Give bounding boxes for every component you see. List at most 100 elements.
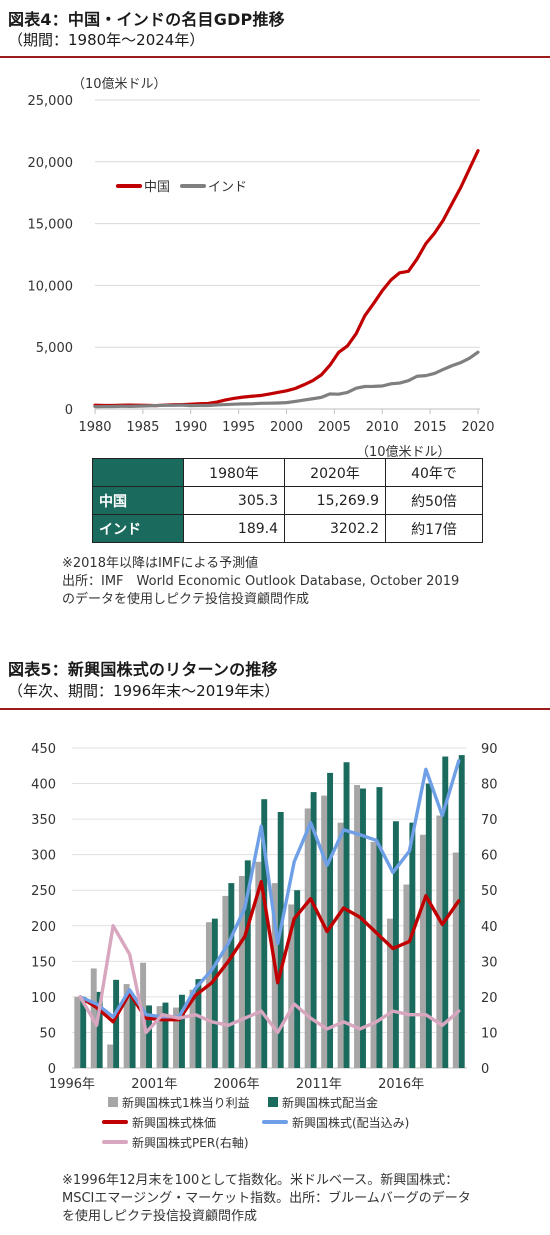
x-tick-label: 2005 xyxy=(318,420,351,435)
chart1-title: 図表4：中国・インドの名目GDP推移 xyxy=(8,10,285,29)
eps-bar xyxy=(387,918,393,1068)
y-left-tick-label: 300 xyxy=(31,849,56,864)
y-right-tick-label: 0 xyxy=(481,1062,489,1077)
dividend-bar xyxy=(113,979,120,1068)
dividend-bar xyxy=(392,821,399,1068)
eps-bar xyxy=(271,883,278,1068)
y-right-tick-label: 90 xyxy=(481,742,498,757)
y-right-tick-label: 70 xyxy=(481,813,498,828)
table-row: インド 189.4 3202.2 約17倍 xyxy=(92,514,483,543)
eps-bar xyxy=(173,1007,179,1068)
gdp-line-chart: （10億米ドル） 0 5,000 10,000 15,000 20,000 25,000 19… xyxy=(28,76,495,435)
table-cell: 305.3 xyxy=(183,486,285,515)
dividend-bar xyxy=(277,812,284,1068)
x-tick-label: 2010 xyxy=(366,420,399,435)
y-left-tick-label: 350 xyxy=(31,813,56,828)
chart2-rule xyxy=(0,708,550,710)
x-tick-label: 1995 xyxy=(222,420,255,435)
y-right-tick-label: 20 xyxy=(481,991,498,1006)
legend-swatch xyxy=(268,1097,278,1107)
dividend-bar xyxy=(376,787,383,1068)
x-tick-label: 2016年 xyxy=(378,1077,424,1092)
eps-bar xyxy=(419,834,426,1068)
dividend-bar xyxy=(129,996,136,1068)
dividend-bar xyxy=(343,762,350,1068)
eps-bar xyxy=(436,815,443,1068)
legend-label: 新興国株式株価 xyxy=(132,1115,216,1130)
y-left-tick-label: 200 xyxy=(31,920,56,935)
eps-bar xyxy=(321,795,328,1068)
dividend-bar xyxy=(80,996,87,1068)
dividend-bar xyxy=(244,860,251,1068)
table-row-label: 中国 xyxy=(92,486,184,515)
y-left-tick-label: 400 xyxy=(31,778,56,793)
chart1-notes: ※2018年以降はIMFによる予測値 出所：IMF World Economic… xyxy=(62,555,459,609)
y-left-tick-label: 50 xyxy=(39,1026,56,1041)
dividend-bar xyxy=(228,883,235,1068)
legend-label: インド xyxy=(208,180,247,195)
y-tick-label: 25,000 xyxy=(28,94,74,109)
eps-bar xyxy=(205,922,212,1068)
note-line: ※1996年12月末を100として指数化。米ドルベース。新興国株式： xyxy=(62,1173,459,1188)
y-left-tick-label: 450 xyxy=(31,742,56,757)
note-line: ※2018年以降はIMFによる予測値 xyxy=(62,556,259,571)
legend-label: 中国 xyxy=(144,180,170,195)
legend-swatch xyxy=(108,1097,118,1107)
table-header-cell: 1980年 xyxy=(183,458,285,487)
eps-bar xyxy=(156,1006,163,1068)
dividend-bar xyxy=(211,918,218,1068)
x-tick-label: 2020 xyxy=(461,420,494,435)
dividend-bar xyxy=(425,783,432,1068)
em-equity-combo-chart: 0 50 100 150 200 250 300 350 400 450 0 10 20 30 40 50 60… xyxy=(31,742,498,1150)
x-tick-label: 2006年 xyxy=(214,1077,260,1092)
note-line: を使用しピクテ投信投資顧問作成 xyxy=(62,1209,258,1224)
x-tick-label: 2015 xyxy=(414,420,447,435)
y-right-tick-label: 40 xyxy=(481,920,498,935)
dividend-bar xyxy=(360,788,366,1068)
table-cell: 189.4 xyxy=(183,514,285,543)
x-tick-label: 1996年 xyxy=(49,1077,95,1092)
dividend-bar xyxy=(178,994,185,1068)
chart1-rule xyxy=(0,56,550,58)
eps-bar xyxy=(189,989,196,1068)
y-tick-label: 15,000 xyxy=(28,218,74,233)
eps-bar xyxy=(74,996,81,1068)
eps-bar xyxy=(107,1044,114,1068)
y-right-tick-label: 50 xyxy=(481,884,498,899)
y-left-tick-label: 150 xyxy=(31,955,56,970)
eps-bar xyxy=(304,808,311,1068)
total-return-line xyxy=(78,759,461,1019)
dividend-bar xyxy=(162,1002,169,1068)
gdp-comparison-table: 1980年 2020年 40年で 中国 305.3 15,269.9 約50倍 … xyxy=(92,458,483,543)
eps-bar xyxy=(238,876,245,1068)
table-row: 中国 305.3 15,269.9 約50倍 xyxy=(92,486,483,515)
note-line: のデータを使用しピクテ投信投資顧問作成 xyxy=(62,592,310,607)
dividend-bar xyxy=(294,890,301,1068)
dividend-bar xyxy=(310,792,317,1068)
note-line: 出所：IMF World Economic Outlook Database, … xyxy=(62,574,460,589)
eps-bar xyxy=(123,984,130,1068)
y-right-tick-label: 10 xyxy=(481,1026,498,1041)
table-cell: 約17倍 xyxy=(385,514,483,543)
x-tick-label: 1980 xyxy=(78,420,111,435)
eps-bar xyxy=(452,852,459,1068)
y-right-tick-label: 80 xyxy=(481,778,498,793)
chart1-subtitle: （期間：1980年～2024年） xyxy=(8,31,205,49)
dividend-bar xyxy=(96,991,103,1068)
eps-bar xyxy=(370,841,377,1068)
legend-label: 新興国株式(配当込み) xyxy=(292,1115,409,1130)
x-tick-label: 1985 xyxy=(126,420,159,435)
chart2-title: 図表5：新興国株式のリターンの推移 xyxy=(8,660,278,679)
eps-bar xyxy=(354,784,361,1068)
eps-bar xyxy=(255,861,262,1068)
eps-bar xyxy=(222,895,229,1068)
y-tick-label: 20,000 xyxy=(28,156,74,171)
chart2-notes: ※1996年12月末を100として指数化。米ドルベース。新興国株式： MSCIエ… xyxy=(62,1172,471,1226)
x-tick-label: 2001年 xyxy=(131,1077,177,1092)
eps-bar xyxy=(288,904,295,1068)
dividend-bar xyxy=(195,979,202,1068)
table-cell: 約50倍 xyxy=(385,486,483,515)
eps-bar xyxy=(403,884,410,1068)
y-left-tick-label: 100 xyxy=(31,991,56,1006)
dividend-bar xyxy=(261,799,268,1068)
